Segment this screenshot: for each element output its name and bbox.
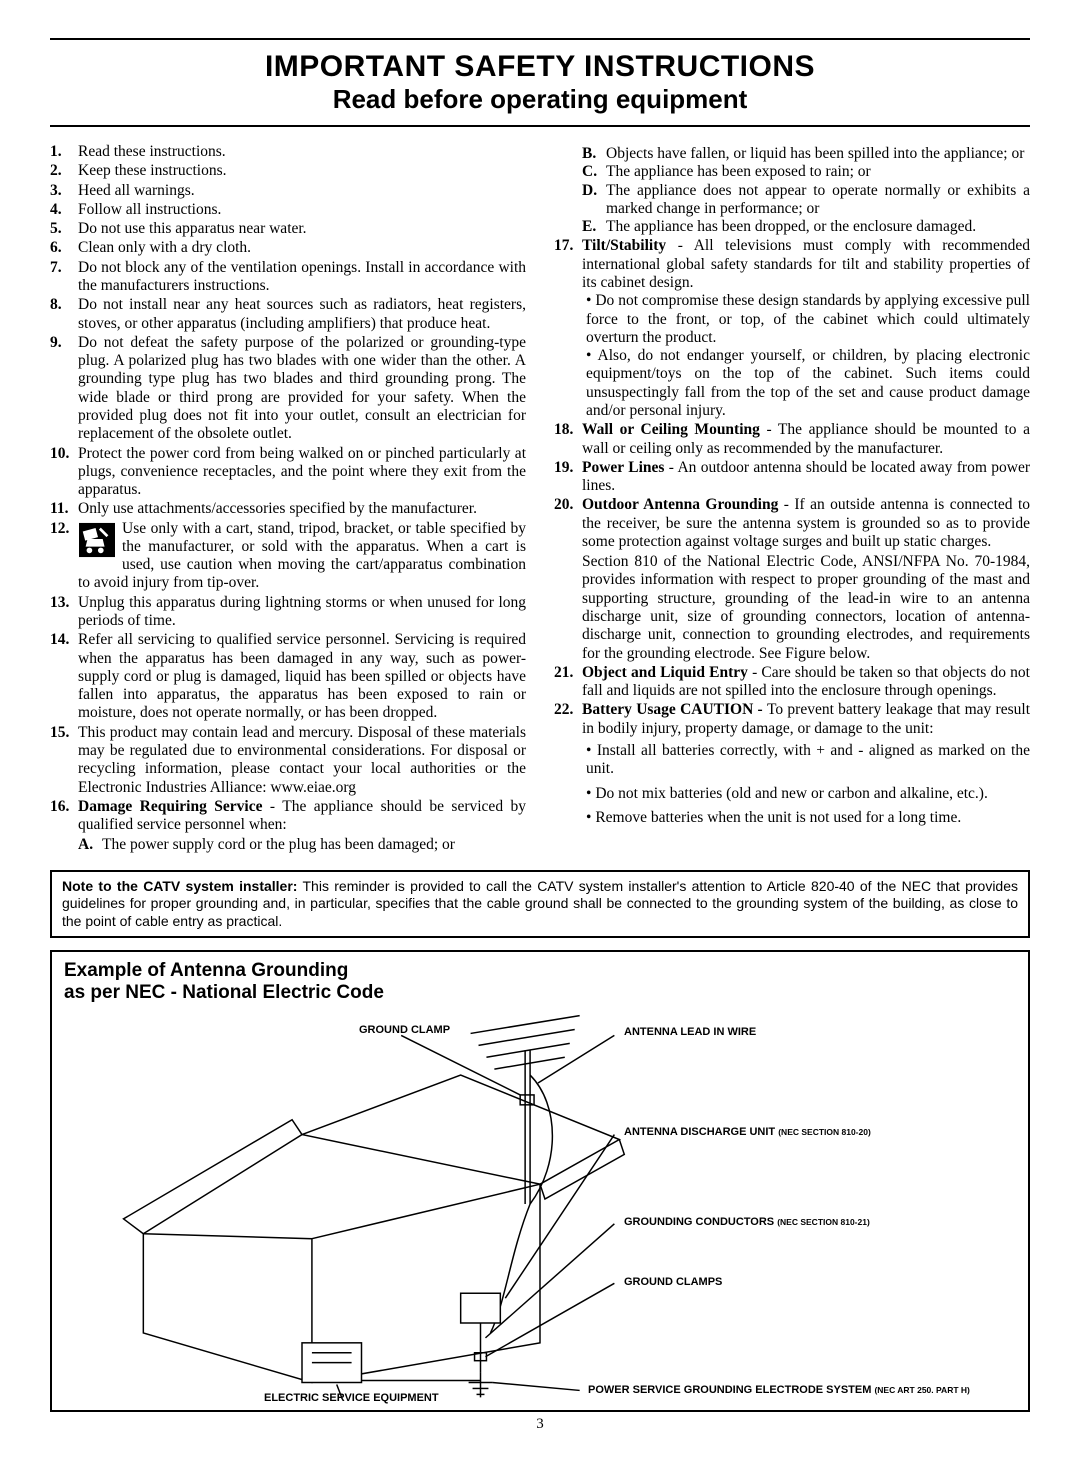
list-item: 1.Read these instructions. [50, 143, 526, 161]
label-antenna-lead: ANTENNA LEAD IN WIRE [624, 1026, 756, 1038]
label-ground-clamps: GROUND CLAMPS [624, 1276, 722, 1288]
sub-rule [50, 125, 1030, 127]
list-item: 3.Heed all warnings. [50, 182, 526, 200]
list-item: 16.Damage Requiring Service - The applia… [50, 798, 526, 855]
page-number: 3 [50, 1416, 1030, 1433]
list-item: 17.Tilt/Stability - All televisions must… [554, 237, 1030, 420]
fig-title-1: Example of Antenna Grounding [64, 960, 1016, 982]
list-item: 10.Protect the power cord from being wal… [50, 445, 526, 500]
label-electric-service: ELECTRIC SERVICE EQUIPMENT [264, 1392, 439, 1404]
two-column-body: 1.Read these instructions.2.Keep these i… [50, 143, 1030, 856]
label-ground-clamp: GROUND CLAMP [359, 1024, 450, 1036]
figure-diagram: GROUND CLAMP ANTENNA LEAD IN WIRE ANTENN… [64, 1004, 1016, 1404]
list-item: 22.Battery Usage CAUTION - To prevent ba… [554, 701, 1030, 833]
page-title-1: IMPORTANT SAFETY INSTRUCTIONS [50, 50, 1030, 84]
list-item: 15.This product may contain lead and mer… [50, 724, 526, 797]
right-column: B.Objects have fallen, or liquid has bee… [554, 143, 1030, 856]
list-item: B.Objects have fallen, or liquid has bee… [554, 143, 1030, 236]
list-item: 20.Outdoor Antenna Grounding - If an out… [554, 496, 1030, 663]
list-item: 13.Unplug this apparatus during lightnin… [50, 594, 526, 631]
figure-box: Example of Antenna Grounding as per NEC … [50, 950, 1030, 1412]
label-discharge: ANTENNA DISCHARGE UNIT (NEC SECTION 810-… [624, 1126, 871, 1138]
label-conductors: GROUNDING CONDUCTORS (NEC SECTION 810-21… [624, 1216, 870, 1228]
list-item: 12.Use only with a cart, stand, tripod, … [50, 520, 526, 593]
left-column: 1.Read these instructions.2.Keep these i… [50, 143, 526, 856]
house-antenna-svg [64, 1004, 1016, 1404]
list-item: 5.Do not use this apparatus near water. [50, 220, 526, 238]
cart-tip-icon [78, 522, 116, 558]
list-item: 14.Refer all servicing to qualified serv… [50, 631, 526, 722]
note-lead: Note to the CATV system installer: [62, 878, 297, 894]
list-item: 19.Power Lines - An outdoor antenna shou… [554, 459, 1030, 496]
list-item: 2.Keep these instructions. [50, 162, 526, 180]
page-title-2: Read before operating equipment [50, 84, 1030, 115]
list-item: 18.Wall or Ceiling Mounting - The applia… [554, 421, 1030, 458]
top-rule [50, 38, 1030, 40]
fig-title-2: as per NEC - National Electric Code [64, 982, 1016, 1004]
list-item: 7.Do not block any of the ventilation op… [50, 259, 526, 296]
label-power-service: POWER SERVICE GROUNDING ELECTRODE SYSTEM… [588, 1384, 970, 1396]
list-item: 9.Do not defeat the safety purpose of th… [50, 334, 526, 444]
list-item: 8.Do not install near any heat sources s… [50, 296, 526, 333]
catv-note-box: Note to the CATV system installer: This … [50, 870, 1030, 939]
list-item: 4.Follow all instructions. [50, 201, 526, 219]
list-item: 21.Object and Liquid Entry - Care should… [554, 664, 1030, 701]
list-item: 6.Clean only with a dry cloth. [50, 239, 526, 257]
list-item: 11.Only use attachments/accessories spec… [50, 500, 526, 518]
